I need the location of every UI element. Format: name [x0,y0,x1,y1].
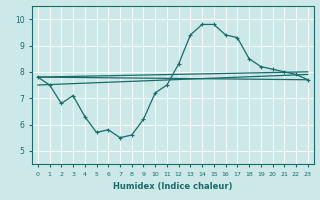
X-axis label: Humidex (Indice chaleur): Humidex (Indice chaleur) [113,182,233,191]
